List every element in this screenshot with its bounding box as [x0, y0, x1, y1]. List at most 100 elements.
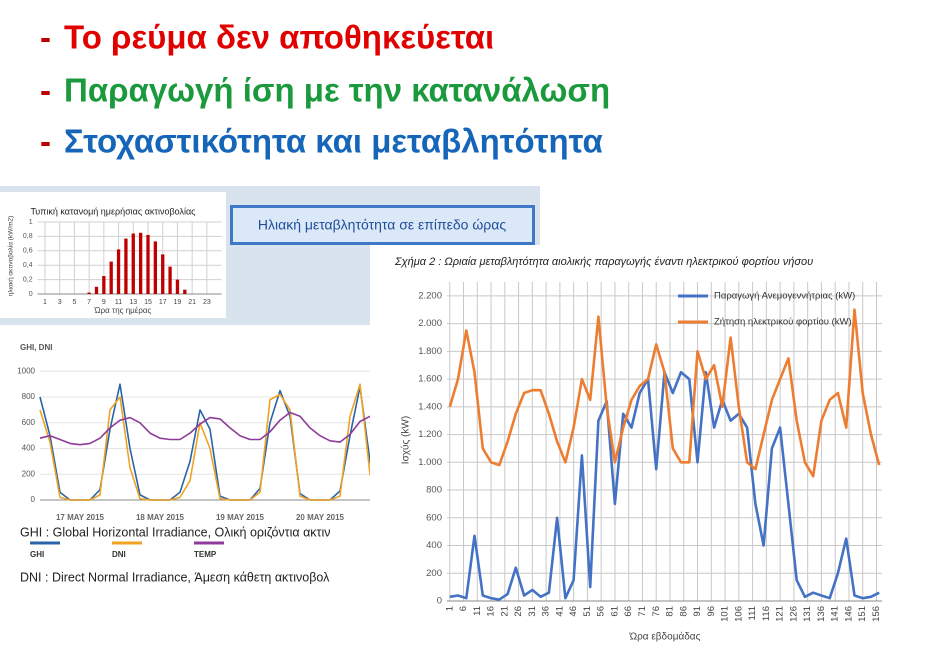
y-tick-label: 200: [22, 469, 36, 478]
y-tick-label: 1: [29, 219, 33, 226]
x-tick-label: 36: [541, 606, 552, 617]
chart-title: Τυπική κατανομή ημερήσιας ακτινοβολίας: [30, 206, 196, 216]
bullet-text: Στοχαστικότητα και μεταβλητότητα: [64, 123, 603, 160]
x-tick-label: 21: [499, 606, 510, 617]
y-tick-label: 200: [426, 568, 442, 579]
y-tick-label: 800: [22, 392, 36, 401]
note: GHI : Global Horizontal Irradiance, Ολικ…: [20, 525, 331, 539]
x-tick-label: 111: [747, 606, 758, 620]
x-tick-label: 19: [174, 299, 182, 306]
x-tick-label: 11: [115, 299, 122, 306]
x-tick-label: 26: [513, 606, 524, 617]
bar: [168, 266, 172, 294]
y-axis-title: ηλιακή ακτινοβολία (kW/m2): [7, 216, 15, 297]
y-tick-label: 0,2: [23, 276, 33, 283]
x-tick-label: 9: [102, 299, 106, 306]
y-tick-label: 2.000: [418, 318, 442, 329]
x-tick-label: 5: [72, 299, 76, 306]
chart-title: Σχήμα 2 : Ωριαία μεταβλητότητα αιολικής …: [394, 256, 813, 268]
x-tick-label: 17 MAY 2015: [56, 513, 105, 522]
bar: [175, 279, 180, 294]
series-line: [448, 308, 881, 478]
x-tick-label: 11: [472, 606, 483, 616]
x-tick-label: 46: [568, 606, 579, 617]
y-tick-label: 1.400: [418, 401, 442, 412]
x-axis-title: Ώρα της ημέρας: [94, 306, 152, 315]
y-tick-label: 1.800: [418, 346, 442, 357]
y-tick-label: 400: [22, 444, 36, 453]
x-tick-label: 1: [43, 299, 47, 306]
x-tick-label: 56: [596, 606, 607, 617]
x-tick-label: 13: [129, 299, 137, 306]
x-tick-label: 7: [87, 299, 91, 306]
y-tick-label: 1.000: [418, 457, 442, 468]
x-tick-label: 76: [651, 606, 662, 617]
y-tick-label: 1000: [17, 366, 35, 375]
x-tick-label: 126: [788, 606, 799, 622]
bar: [138, 232, 143, 294]
y-tick-label: 800: [426, 485, 442, 496]
legend-label: GHI: [30, 550, 44, 559]
series-line: [39, 411, 391, 446]
y-tick-label: 600: [22, 418, 36, 427]
y-tick-label: 1.600: [418, 374, 442, 385]
x-tick-label: 101: [720, 606, 731, 622]
small-chart-panel: [0, 192, 226, 318]
y-tick-label: 1.200: [418, 429, 442, 440]
wind-chart: Σχήμα 2 : Ωριαία μεταβλητότητα αιολικής …: [394, 256, 882, 643]
banner-text: Ηλιακή μεταβλητότητα σε επίπεδο ώρας: [258, 217, 506, 233]
bar: [153, 241, 158, 294]
x-tick-label: 71: [637, 606, 648, 617]
x-axis-title: Ώρα εβδομάδας: [629, 631, 701, 643]
banner-inner: [233, 208, 532, 242]
x-tick-label: 23: [203, 299, 211, 306]
series-line: [39, 383, 391, 501]
x-tick-label: 141: [830, 606, 841, 622]
small-chart: Τυπική κατανομή ημερήσιας ακτινοβολίας 0 0…: [7, 206, 222, 315]
bullet-marker: -: [40, 72, 51, 109]
x-tick-label: 121: [775, 606, 786, 622]
bullet-text: Το ρεύμα δεν αποθηκεύεται: [64, 19, 494, 56]
y-axis-title: Ισχύς (kW): [400, 416, 412, 464]
x-tick-label: 31: [527, 606, 538, 617]
x-tick-label: 19 MAY 2015: [216, 513, 265, 522]
bar: [124, 238, 128, 294]
x-tick-label: 15: [144, 299, 152, 306]
bar: [161, 254, 165, 294]
y-tick-label: 0: [437, 596, 442, 607]
bar: [109, 261, 113, 294]
legend-label: Παραγωγή Ανεμογεννήτριας (kW): [714, 291, 855, 302]
bar: [183, 289, 187, 294]
x-tick-label: 131: [802, 606, 813, 622]
x-tick-label: 41: [554, 606, 565, 617]
y-tick-label: 0: [31, 495, 36, 504]
y-tick-label: 2.200: [418, 290, 442, 301]
x-tick-label: 6: [458, 606, 469, 611]
chart-title: GHI, DNI: [20, 343, 52, 352]
legend-label: Ζήτηση ηλεκτρικού φορτίου (kW): [714, 317, 852, 328]
y-tick-label: 0: [29, 291, 33, 298]
bullet-marker: -: [40, 19, 51, 56]
x-tick-label: 81: [665, 606, 676, 617]
legend-label: TEMP: [194, 550, 217, 559]
bar: [146, 234, 150, 294]
note: DNI : Direct Normal Irradiance, Άμεση κά…: [20, 570, 330, 584]
x-tick-label: 3: [58, 299, 62, 306]
x-tick-label: 66: [623, 606, 634, 617]
x-tick-label: 61: [609, 606, 620, 617]
x-tick-label: 151: [857, 606, 868, 622]
x-tick-label: 18 MAY 2015: [136, 513, 185, 522]
x-tick-label: 116: [761, 606, 772, 621]
bullet-marker: -: [40, 123, 51, 160]
x-tick-label: 146: [843, 606, 854, 622]
x-tick-label: 156: [871, 606, 882, 622]
y-tick-label: 0,4: [23, 262, 33, 269]
y-tick-label: 600: [426, 512, 442, 523]
bar: [131, 233, 135, 294]
bullet-text: Παραγωγή ίση με την κατανάλωση: [64, 72, 610, 109]
bar: [87, 292, 91, 294]
x-tick-label: 86: [678, 606, 689, 617]
irradiance-chart: GHI, DNI 0 200 400 600 800 1000 17 MAY 2015 18 M…: [17, 343, 391, 584]
x-tick-label: 21: [188, 299, 196, 306]
